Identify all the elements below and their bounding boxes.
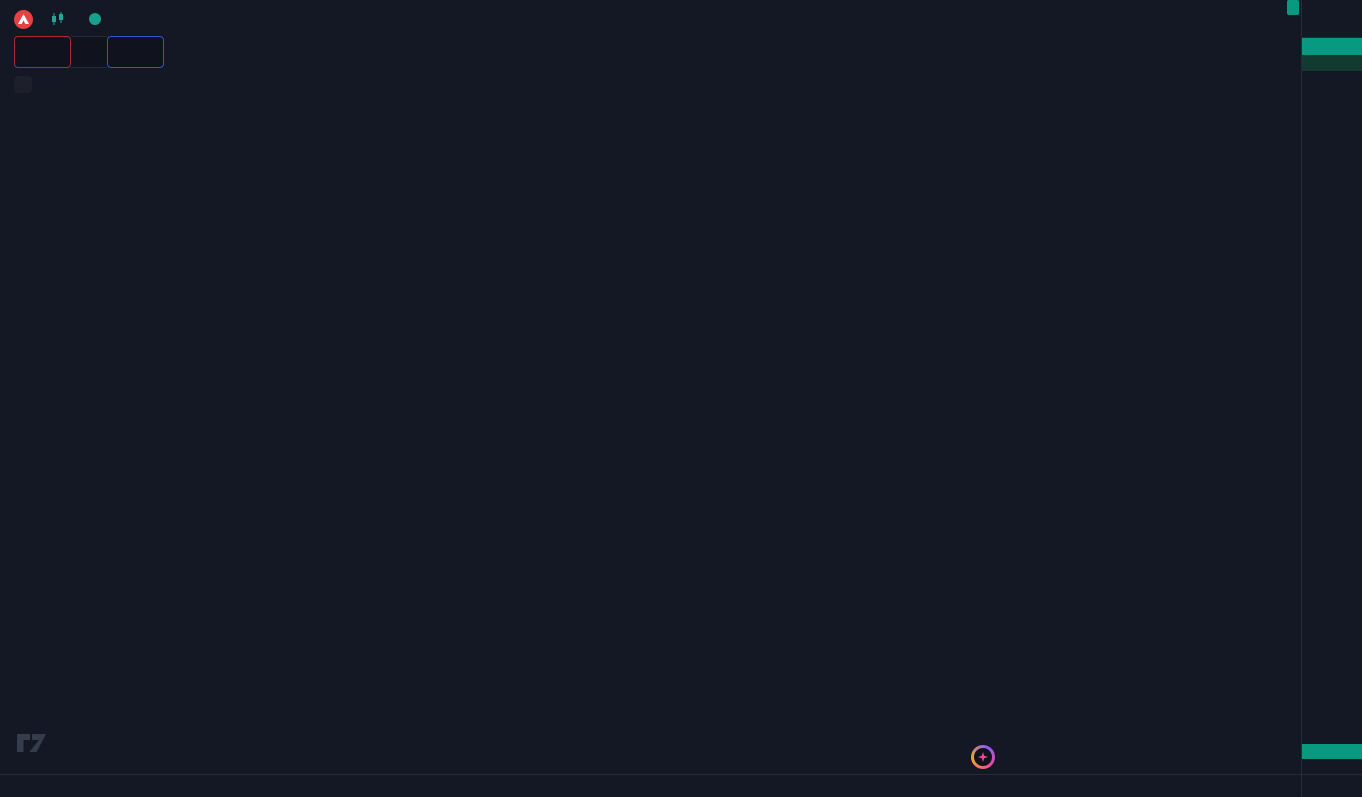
settings-gear-icon[interactable] bbox=[1301, 774, 1362, 797]
chart-topbar bbox=[0, 0, 162, 38]
quantity-field[interactable] bbox=[71, 36, 107, 68]
buy-button[interactable] bbox=[107, 36, 164, 68]
bar-countdown bbox=[1302, 55, 1362, 71]
market-status-icon bbox=[89, 13, 101, 25]
price-axis[interactable] bbox=[1301, 0, 1362, 775]
price-chart-canvas[interactable] bbox=[0, 0, 1302, 775]
volume-label bbox=[1302, 744, 1362, 759]
time-axis[interactable] bbox=[0, 774, 1302, 797]
last-price-label bbox=[1302, 38, 1362, 71]
buy-sell-widget bbox=[14, 36, 164, 68]
symbol-price-tag bbox=[1287, 0, 1299, 15]
last-price-value bbox=[1302, 38, 1362, 55]
indicators-collapsed-chip[interactable] bbox=[14, 76, 32, 93]
quick-trade-fab-icon[interactable] bbox=[971, 745, 995, 769]
currency-selector[interactable] bbox=[1302, 0, 1362, 38]
chart-type-candles-icon[interactable] bbox=[51, 12, 64, 26]
spark-icon bbox=[974, 748, 992, 766]
tradingview-logo bbox=[16, 731, 50, 760]
sell-button[interactable] bbox=[14, 36, 71, 68]
avax-logo-icon bbox=[14, 9, 33, 29]
